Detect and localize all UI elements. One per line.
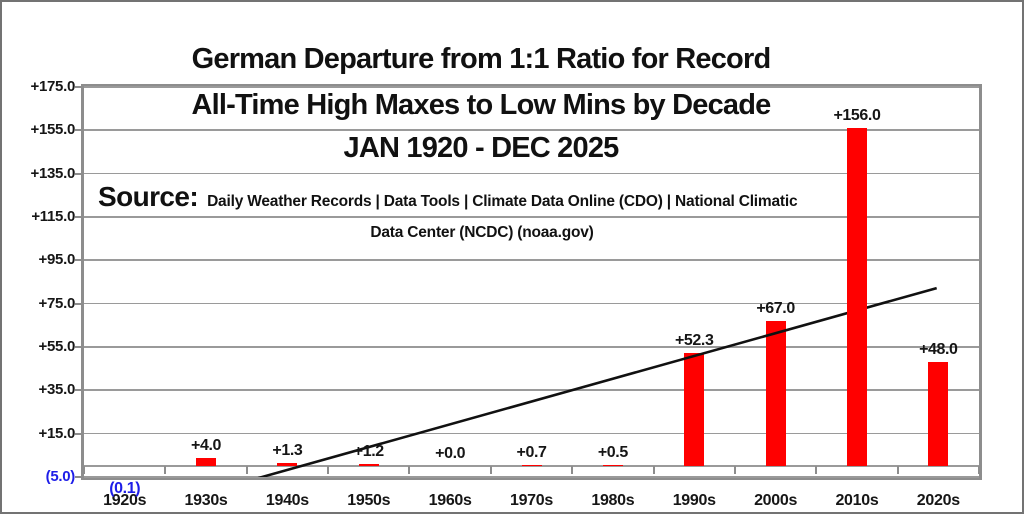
- bar: [684, 352, 705, 467]
- bar: [277, 463, 298, 467]
- x-axis-tick: [815, 466, 818, 475]
- y-axis-label: +35.0: [38, 381, 76, 399]
- y-gridline: [84, 86, 979, 88]
- y-axis-tick: [75, 389, 84, 392]
- bar-value-label: +4.0: [191, 436, 222, 454]
- x-axis-tick: [652, 466, 655, 475]
- y-axis-tick: [75, 259, 84, 262]
- x-axis-tick: [164, 466, 167, 475]
- bar-value-label: +52.3: [674, 331, 714, 349]
- y-axis-tick: [75, 216, 84, 218]
- y-axis-label: +115.0: [31, 208, 75, 225]
- x-axis-label: 2010s: [835, 492, 879, 509]
- x-axis-tick: [408, 466, 411, 475]
- y-gridline: [84, 432, 979, 435]
- source-text-line1: Daily Weather Records | Data Tools | Cli…: [207, 193, 798, 210]
- x-axis-tick: [327, 466, 330, 475]
- trend-line: [257, 286, 938, 477]
- y-axis-label: +175.0: [30, 78, 76, 95]
- x-axis-label: 1990s: [672, 492, 716, 509]
- bar-value-label: +1.3: [272, 442, 303, 460]
- y-gridline: [84, 259, 979, 261]
- y-gridline: [84, 172, 979, 175]
- x-axis-label: 1960s: [428, 492, 472, 509]
- x-axis-label: 2020s: [916, 492, 960, 509]
- bar: [928, 362, 949, 467]
- x-axis-label: 2000s: [754, 492, 798, 509]
- bar-value-label: +156.0: [833, 107, 881, 125]
- bar: [765, 321, 786, 467]
- x-axis-tick: [896, 466, 899, 475]
- bar-value-label: +1.2: [353, 442, 384, 460]
- x-axis-tick: [83, 466, 85, 475]
- bar: [846, 128, 867, 467]
- y-gridline: [84, 216, 979, 218]
- bar-value-label: (0.1): [109, 480, 141, 497]
- y-axis-label: +55.0: [38, 338, 76, 355]
- y-axis-label: (5.0): [45, 468, 76, 485]
- y-axis-tick: [75, 172, 84, 175]
- y-axis-tick: [75, 432, 84, 435]
- y-axis-label: +75.0: [38, 294, 76, 312]
- x-axis-label: 1970s: [509, 492, 553, 509]
- x-axis-tick: [733, 466, 736, 475]
- chart-title-line-1: German Departure from 1:1 Ratio for Reco…: [191, 43, 772, 75]
- x-axis-label: 1980s: [591, 492, 635, 509]
- plot-area-frame: [81, 84, 982, 480]
- bar-value-label: +48.0: [919, 341, 958, 359]
- bar: [196, 457, 217, 467]
- y-gridline: [84, 346, 979, 348]
- x-axis-label: 1920s: [103, 492, 147, 509]
- bar-value-label: +0.5: [597, 444, 628, 462]
- bar-value-label: +0.0: [435, 445, 466, 463]
- bar: [521, 464, 542, 467]
- y-gridline: [84, 389, 979, 391]
- source-attribution: Source: Daily Weather Records | Data Too…: [98, 181, 798, 213]
- bar-value-label: +67.0: [756, 300, 795, 317]
- x-axis-tick: [978, 466, 980, 475]
- y-gridline: [84, 129, 979, 131]
- y-gridline: [84, 476, 979, 478]
- x-axis-label: 1940s: [265, 492, 309, 509]
- source-text-line2: Data Center (NCDC) (noaa.gov): [370, 224, 594, 241]
- x-axis-tick: [245, 466, 248, 475]
- y-axis-tick: [75, 476, 84, 478]
- chart-title-line-3: JAN 1920 - DEC 2025: [343, 132, 620, 164]
- y-axis-tick: [75, 86, 84, 88]
- x-axis-label: 1930s: [184, 492, 228, 509]
- y-axis-label: +155.0: [30, 121, 76, 139]
- y-axis-label: +135.0: [30, 164, 76, 182]
- bar: [358, 463, 379, 467]
- x-axis-label: 1950s: [347, 492, 391, 509]
- chart-title-line-2: All-Time High Maxes to Low Mins by Decad…: [191, 89, 771, 121]
- bar-value-label: +0.7: [516, 443, 547, 461]
- y-axis-tick: [75, 129, 84, 132]
- x-axis-tick: [571, 466, 574, 475]
- y-gridline: [84, 302, 979, 305]
- y-axis-tick: [75, 346, 84, 348]
- y-axis-tick: [75, 302, 84, 305]
- source-label: Source:: [98, 181, 199, 212]
- y-axis-label: +95.0: [38, 251, 76, 269]
- x-axis-tick: [489, 466, 492, 475]
- bar: [602, 465, 623, 467]
- y-axis-label: +15.0: [38, 424, 76, 442]
